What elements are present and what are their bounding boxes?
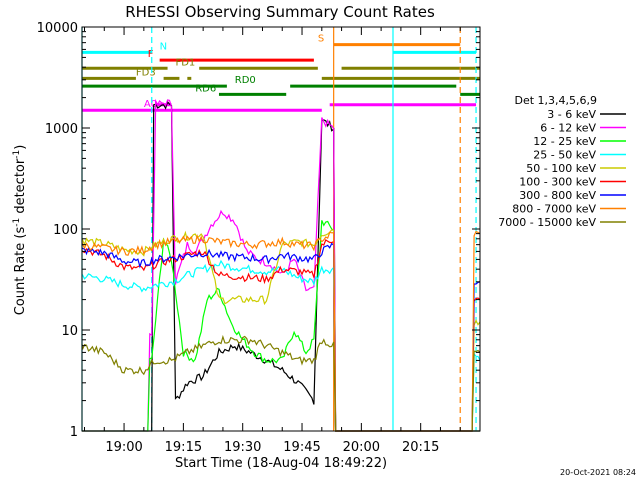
- chart-title: RHESSI Observing Summary Count Rates: [125, 3, 435, 21]
- legend-label: 25 - 50 keV: [533, 149, 596, 162]
- flag-label: RD0: [235, 75, 256, 86]
- y-tick-label: 100: [53, 223, 78, 238]
- legend-label: 50 - 100 keV: [526, 162, 596, 175]
- flag-label: FD3: [136, 67, 156, 78]
- flag-label: RD6: [195, 83, 216, 94]
- legend-title: Det 1,3,4,5,6,9: [514, 94, 597, 107]
- y-tick-label: 10000: [37, 21, 78, 36]
- render-timestamp: 20-Oct-2021 08:24: [560, 468, 636, 477]
- legend-label: 300 - 800 keV: [519, 189, 596, 202]
- y-tick-label: 1: [70, 425, 78, 440]
- flag-label: S: [318, 34, 324, 45]
- legend-label: 6 - 12 keV: [540, 122, 596, 135]
- y-tick-label: 1000: [45, 122, 78, 137]
- x-tick-label: 19:00: [105, 440, 142, 455]
- x-tick-label: 20:15: [402, 440, 439, 455]
- y-axis-label: Count Rate (s-1 detector-1): [12, 145, 28, 316]
- x-tick-label: 20:00: [343, 440, 380, 455]
- flag-label: FD1: [175, 57, 195, 68]
- legend-label: 12 - 25 keV: [533, 135, 596, 148]
- legend-label: 7000 - 15000 keV: [498, 216, 596, 229]
- x-tick-label: 19:30: [224, 440, 261, 455]
- legend-label: 3 - 6 keV: [547, 108, 596, 121]
- flag-label: A0: [144, 99, 157, 110]
- flag-label: N: [160, 41, 167, 52]
- x-axis-label: Start Time (18-Aug-04 18:49:22): [175, 456, 387, 471]
- x-axis-ticks: 19:00 19:15 19:30 19:45 20:00 20:15: [84, 27, 461, 455]
- legend-label: 800 - 7000 keV: [512, 203, 596, 216]
- y-tick-label: 10: [61, 324, 78, 339]
- legend-label: 100 - 300 keV: [519, 176, 596, 189]
- x-tick-label: 19:45: [283, 440, 320, 455]
- x-tick-label: 19:15: [165, 440, 202, 455]
- flag-label: F: [148, 49, 154, 60]
- flag-bars: N S F FD1 FD3 RD0 RD6 A0: [82, 34, 480, 112]
- y-axis-ticks: 1 10 100 1000 10000: [37, 21, 480, 440]
